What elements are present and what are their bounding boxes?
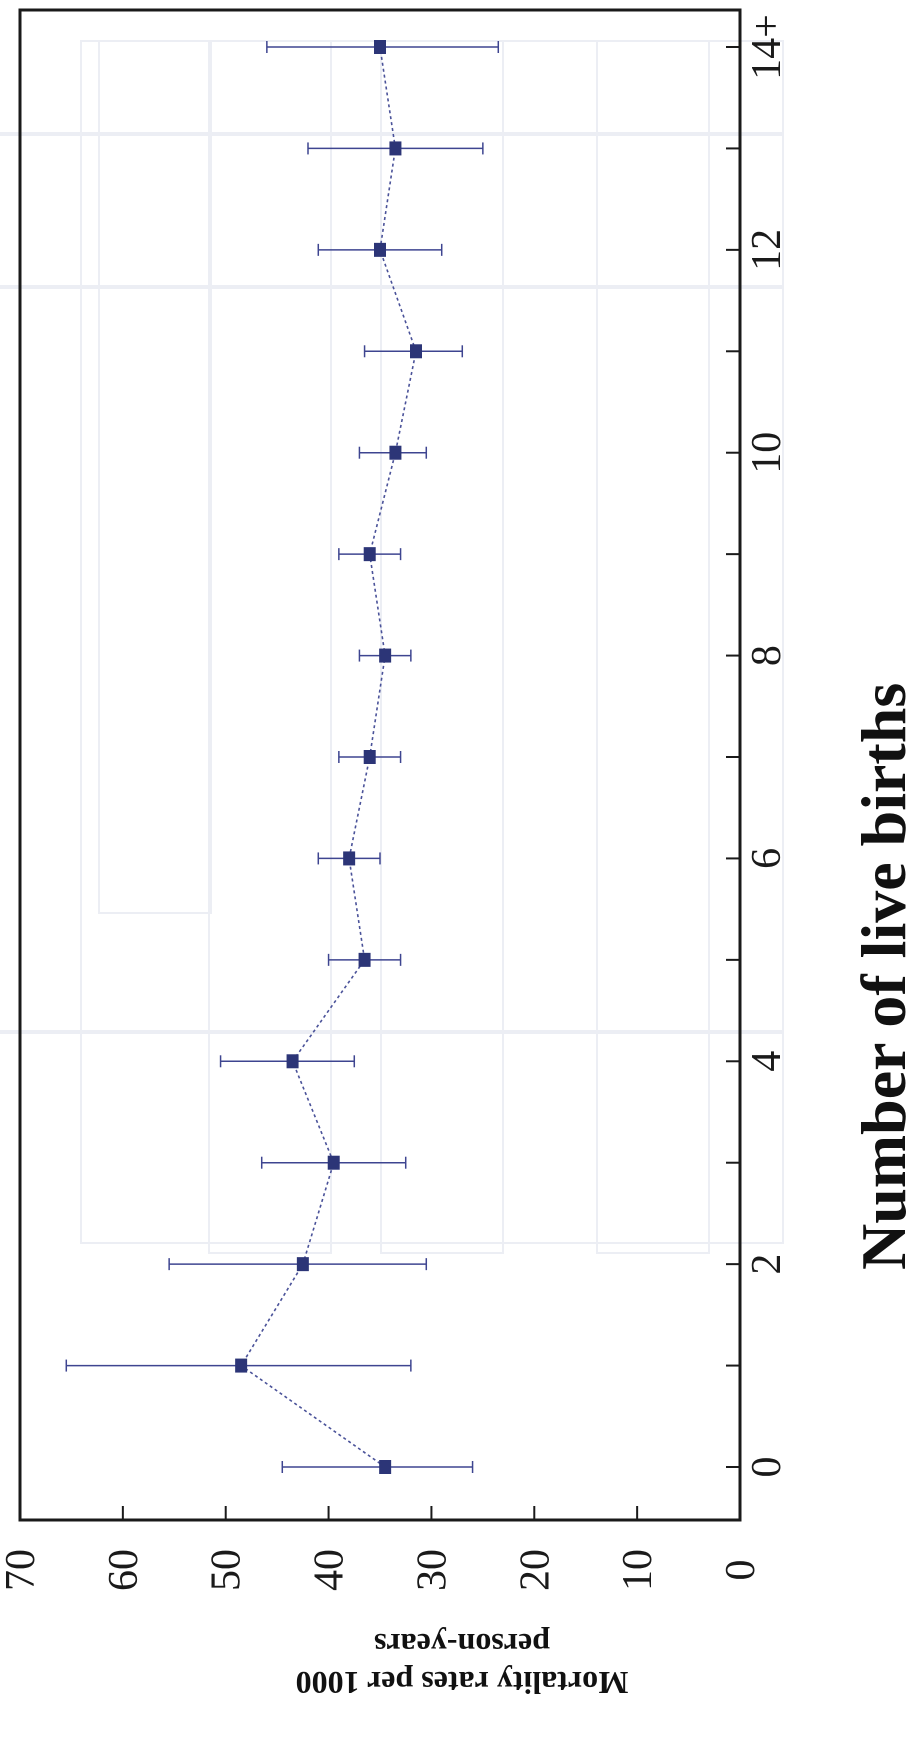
value-tick-label: 20 bbox=[512, 1549, 558, 1591]
data-point bbox=[296, 1257, 309, 1272]
value-tick-label: 70 bbox=[0, 1549, 44, 1591]
category-tick-label: 10 bbox=[744, 432, 790, 474]
category-axis-ticks bbox=[726, 46, 740, 1468]
category-tick-label: 8 bbox=[744, 645, 790, 666]
category-tick-label: 14+ bbox=[744, 14, 790, 80]
data-point bbox=[235, 1358, 248, 1373]
data-point bbox=[363, 547, 376, 562]
data-point bbox=[327, 1155, 340, 1170]
data-point bbox=[358, 952, 371, 967]
y-axis-title-line2: person-years bbox=[374, 1627, 550, 1663]
category-tick-label: 6 bbox=[744, 848, 790, 869]
data-point bbox=[343, 851, 356, 866]
y-axis-title: Mortality rates per 1000 person-years bbox=[296, 1627, 629, 1701]
plot-layer bbox=[65, 40, 500, 1474]
plot-frame bbox=[18, 8, 742, 1522]
data-point bbox=[410, 344, 422, 359]
data-point bbox=[286, 1054, 299, 1069]
data-point bbox=[389, 445, 402, 460]
category-axis-tick-labels: 0 2 4 6 8 10 12 14+ bbox=[744, 14, 790, 1477]
category-tick-label: 12 bbox=[744, 229, 790, 271]
value-tick-label: 50 bbox=[204, 1549, 250, 1591]
value-tick-label: 30 bbox=[409, 1549, 455, 1591]
value-tick-label: 10 bbox=[615, 1549, 661, 1591]
category-tick-label: 0 bbox=[744, 1457, 790, 1478]
data-point bbox=[363, 750, 376, 764]
data-point bbox=[374, 40, 386, 54]
data-point bbox=[374, 242, 386, 257]
data-point bbox=[379, 1460, 392, 1474]
value-tick-label: 40 bbox=[307, 1549, 353, 1591]
value-tick-label: 60 bbox=[101, 1549, 147, 1591]
data-point bbox=[389, 141, 402, 156]
y-axis-title-line1: Mortality rates per 1000 bbox=[296, 1665, 629, 1701]
category-tick-label: 2 bbox=[744, 1254, 790, 1275]
value-axis-ticks bbox=[19, 1506, 741, 1520]
x-axis-title: Number of live births bbox=[848, 683, 919, 1270]
value-axis-tick-labels: 0 10 20 30 40 50 60 70 bbox=[0, 1549, 764, 1591]
category-tick-label: 4 bbox=[744, 1051, 790, 1072]
data-point bbox=[379, 648, 392, 663]
value-tick-label: 0 bbox=[718, 1560, 764, 1581]
